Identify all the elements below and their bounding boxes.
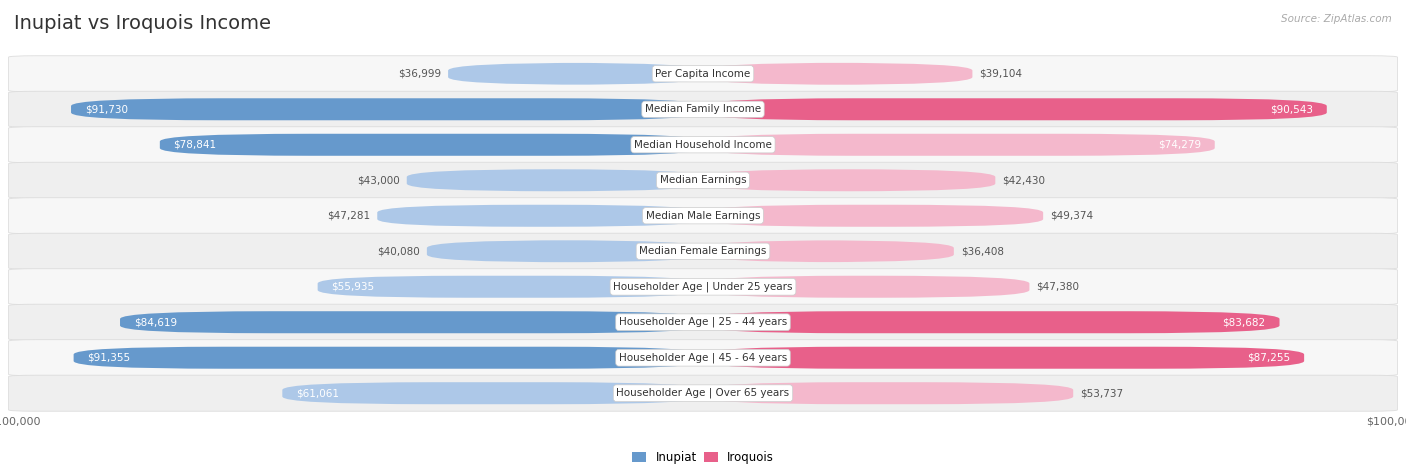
FancyBboxPatch shape xyxy=(120,311,703,333)
Text: Inupiat vs Iroquois Income: Inupiat vs Iroquois Income xyxy=(14,14,271,33)
FancyBboxPatch shape xyxy=(8,91,1398,127)
Text: Householder Age | Over 65 years: Householder Age | Over 65 years xyxy=(616,388,790,398)
Text: $87,255: $87,255 xyxy=(1247,353,1291,363)
Text: Per Capita Income: Per Capita Income xyxy=(655,69,751,79)
Text: $39,104: $39,104 xyxy=(980,69,1022,79)
FancyBboxPatch shape xyxy=(8,340,1398,376)
FancyBboxPatch shape xyxy=(703,169,995,191)
Text: $84,619: $84,619 xyxy=(134,317,177,327)
FancyBboxPatch shape xyxy=(703,134,1215,156)
FancyBboxPatch shape xyxy=(8,162,1398,198)
FancyBboxPatch shape xyxy=(8,233,1398,269)
Legend: Inupiat, Iroquois: Inupiat, Iroquois xyxy=(627,446,779,467)
Text: $47,380: $47,380 xyxy=(1036,282,1080,292)
Text: $91,355: $91,355 xyxy=(87,353,131,363)
FancyBboxPatch shape xyxy=(449,63,703,85)
Text: Householder Age | Under 25 years: Householder Age | Under 25 years xyxy=(613,282,793,292)
Text: $91,730: $91,730 xyxy=(84,104,128,114)
Text: $78,841: $78,841 xyxy=(173,140,217,150)
Text: $42,430: $42,430 xyxy=(1002,175,1045,185)
FancyBboxPatch shape xyxy=(703,205,1043,227)
FancyBboxPatch shape xyxy=(427,240,703,262)
FancyBboxPatch shape xyxy=(72,98,703,120)
FancyBboxPatch shape xyxy=(703,276,1029,298)
Text: $40,080: $40,080 xyxy=(377,246,420,256)
FancyBboxPatch shape xyxy=(8,56,1398,92)
FancyBboxPatch shape xyxy=(703,98,1327,120)
FancyBboxPatch shape xyxy=(8,269,1398,305)
Text: $83,682: $83,682 xyxy=(1223,317,1265,327)
Text: $43,000: $43,000 xyxy=(357,175,399,185)
Text: Householder Age | 45 - 64 years: Householder Age | 45 - 64 years xyxy=(619,353,787,363)
FancyBboxPatch shape xyxy=(283,382,703,404)
Text: Median Family Income: Median Family Income xyxy=(645,104,761,114)
Text: Source: ZipAtlas.com: Source: ZipAtlas.com xyxy=(1281,14,1392,24)
Text: Median Household Income: Median Household Income xyxy=(634,140,772,150)
Text: Median Earnings: Median Earnings xyxy=(659,175,747,185)
FancyBboxPatch shape xyxy=(703,240,953,262)
FancyBboxPatch shape xyxy=(703,311,1279,333)
FancyBboxPatch shape xyxy=(406,169,703,191)
FancyBboxPatch shape xyxy=(8,198,1398,234)
FancyBboxPatch shape xyxy=(160,134,703,156)
Text: Householder Age | 25 - 44 years: Householder Age | 25 - 44 years xyxy=(619,317,787,327)
FancyBboxPatch shape xyxy=(703,63,973,85)
Text: $55,935: $55,935 xyxy=(332,282,374,292)
FancyBboxPatch shape xyxy=(703,382,1073,404)
FancyBboxPatch shape xyxy=(318,276,703,298)
Text: Median Female Earnings: Median Female Earnings xyxy=(640,246,766,256)
Text: $53,737: $53,737 xyxy=(1080,388,1123,398)
Text: $90,543: $90,543 xyxy=(1270,104,1313,114)
FancyBboxPatch shape xyxy=(73,347,703,369)
FancyBboxPatch shape xyxy=(8,375,1398,411)
Text: $49,374: $49,374 xyxy=(1050,211,1094,221)
FancyBboxPatch shape xyxy=(703,347,1305,369)
Text: $36,408: $36,408 xyxy=(960,246,1004,256)
FancyBboxPatch shape xyxy=(377,205,703,227)
FancyBboxPatch shape xyxy=(8,304,1398,340)
Text: Median Male Earnings: Median Male Earnings xyxy=(645,211,761,221)
FancyBboxPatch shape xyxy=(8,127,1398,163)
Text: $61,061: $61,061 xyxy=(297,388,339,398)
Text: $47,281: $47,281 xyxy=(328,211,370,221)
Text: $74,279: $74,279 xyxy=(1157,140,1201,150)
Text: $36,999: $36,999 xyxy=(398,69,441,79)
